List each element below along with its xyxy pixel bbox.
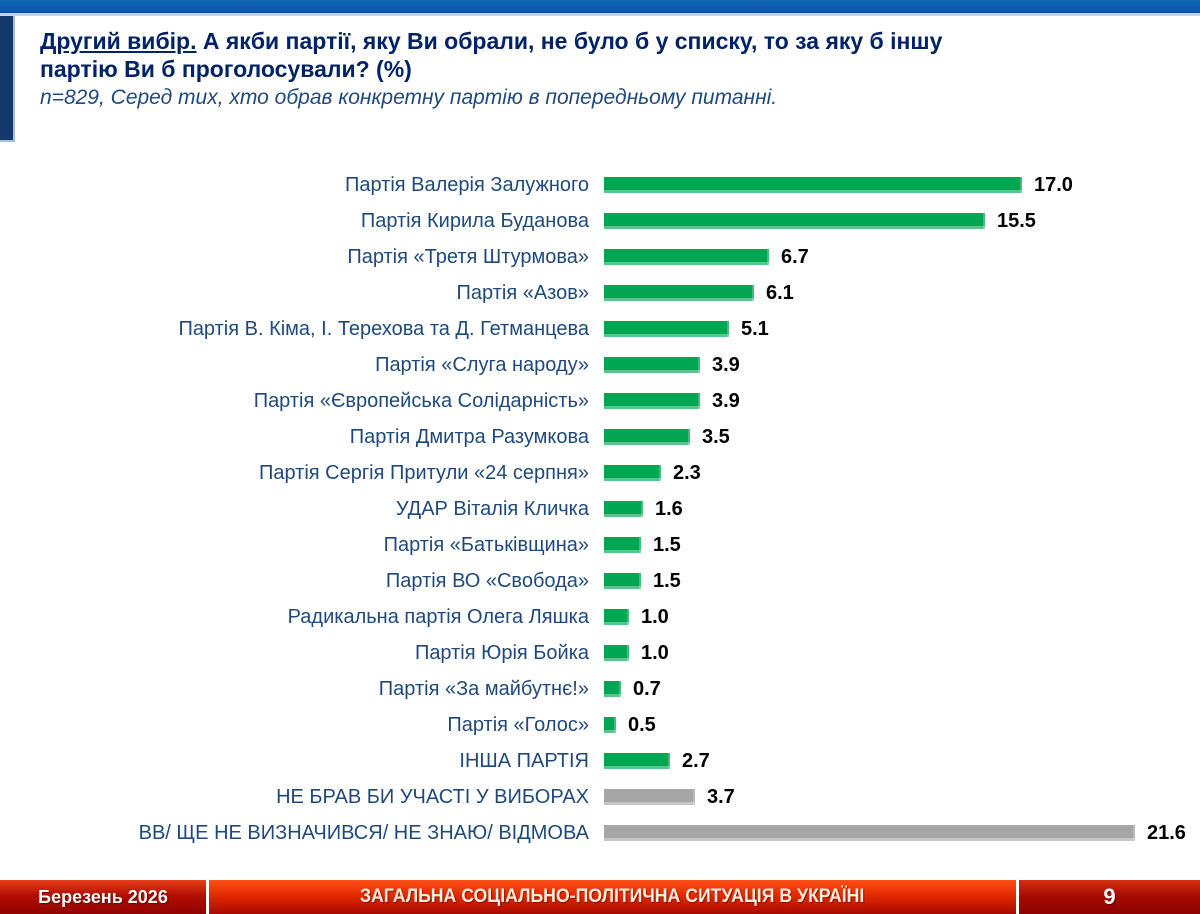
chart-row: Партія «Голос» 0.5	[0, 707, 1200, 743]
bar-chart: Партія Валерія Залужного 17.0 Партія Кирил…	[0, 167, 1200, 851]
bar	[604, 573, 641, 589]
chart-row: Партія «Третя Штурмова» 6.7	[0, 239, 1200, 275]
chart-row: Партія «Азов» 6.1	[0, 275, 1200, 311]
value-label: 3.5	[702, 425, 730, 448]
chart-row: ВВ/ ЩЕ НЕ ВИЗНАЧИВСЯ/ НЕ ЗНАЮ/ ВІДМОВА 21…	[0, 815, 1200, 851]
bar	[604, 357, 700, 373]
bar	[604, 429, 690, 445]
bar	[604, 753, 670, 769]
bar	[604, 249, 769, 265]
left-navy-accent	[0, 16, 15, 142]
category-label: Партія «Третя Штурмова»	[347, 245, 589, 268]
footer-section-title: ЗАГАЛЬНА СОЦІАЛЬНО-ПОЛІТИЧНА СИТУАЦІЯ В …	[209, 880, 1016, 914]
category-label: Радикальна партія Олега Ляшка	[287, 605, 589, 628]
chart-row: Партія «Слуга народу» 3.9	[0, 347, 1200, 383]
value-label: 17.0	[1034, 173, 1073, 196]
chart-row: Партія Дмитра Разумкова 3.5	[0, 419, 1200, 455]
category-label: Партія В. Кіма, І. Терехова та Д. Гетман…	[178, 317, 589, 340]
top-blue-band	[0, 0, 1200, 16]
category-label: Партія «Європейська Солідарність»	[253, 389, 589, 412]
value-label: 0.5	[628, 713, 656, 736]
chart-row: Радикальна партія Олега Ляшка 1.0	[0, 599, 1200, 635]
chart-row: Партія Юрія Бойка 1.0	[0, 635, 1200, 671]
category-label: Партія ВО «Свобода»	[385, 569, 589, 592]
category-label: УДАР Віталія Кличка	[395, 497, 589, 520]
chart-row: Партія ВО «Свобода» 1.5	[0, 563, 1200, 599]
value-label: 6.1	[766, 281, 794, 304]
bar	[604, 537, 641, 553]
category-label: Партія «Голос»	[447, 713, 589, 736]
category-label: Партія Сергія Притули «24 серпня»	[259, 461, 589, 484]
chart-row: Партія Сергія Притули «24 серпня» 2.3	[0, 455, 1200, 491]
value-label: 1.0	[641, 641, 669, 664]
category-label: Партія Валерія Залужного	[344, 173, 589, 196]
value-label: 1.5	[653, 533, 681, 556]
bar	[604, 393, 700, 409]
chart-row: УДАР Віталія Кличка 1.6	[0, 491, 1200, 527]
value-label: 2.3	[673, 461, 701, 484]
chart-row: Партія «Батьківщина» 1.5	[0, 527, 1200, 563]
chart-row: Партія «За майбутнє!» 0.7	[0, 671, 1200, 707]
category-label: Партія Дмитра Разумкова	[349, 425, 589, 448]
value-label: 1.0	[641, 605, 669, 628]
category-label: ІНША ПАРТІЯ	[459, 749, 589, 772]
value-label: 5.1	[741, 317, 769, 340]
footer-section-text: ЗАГАЛЬНА СОЦІАЛЬНО-ПОЛІТИЧНА СИТУАЦІЯ В …	[360, 886, 865, 907]
footer-bar: Березень 2026 ЗАГАЛЬНА СОЦІАЛЬНО-ПОЛІТИЧ…	[0, 880, 1200, 914]
title-rest: А якби партії, яку Ви обрали, не було б …	[202, 28, 943, 54]
footer-separator	[206, 880, 209, 914]
chart-row: Партія Кирила Буданова 15.5	[0, 203, 1200, 239]
bar	[604, 213, 985, 229]
chart-row: Партія «Європейська Солідарність» 3.9	[0, 383, 1200, 419]
slide-title-line1: Другий вибір. А якби партії, яку Ви обра…	[40, 27, 1150, 55]
value-label: 1.6	[655, 497, 683, 520]
value-label: 2.7	[682, 749, 710, 772]
slide-title-line2: партію Ви б проголосували? (%)	[40, 56, 412, 82]
chart-row: Партія Валерія Залужного 17.0	[0, 167, 1200, 203]
bar	[604, 501, 643, 517]
bar	[604, 789, 695, 805]
footer-page-number: 9	[1019, 880, 1200, 914]
bar	[604, 825, 1135, 841]
slide-subtitle: n=829, Серед тих, хто обрав конкретну па…	[40, 86, 778, 109]
category-label: Партія «Слуга народу»	[375, 353, 589, 376]
value-label: 3.9	[712, 389, 740, 412]
bar	[604, 177, 1022, 193]
chart-row: ІНША ПАРТІЯ 2.7	[0, 743, 1200, 779]
value-label: 0.7	[633, 677, 661, 700]
value-label: 15.5	[997, 209, 1036, 232]
category-label: Партія «За майбутнє!»	[378, 677, 589, 700]
footer-separator	[1016, 880, 1019, 914]
bar	[604, 717, 616, 733]
bar	[604, 321, 729, 337]
bar	[604, 681, 621, 697]
value-label: 6.7	[781, 245, 809, 268]
bar	[604, 285, 754, 301]
chart-row: Партія В. Кіма, І. Терехова та Д. Гетман…	[0, 311, 1200, 347]
footer-date: Березень 2026	[0, 880, 206, 914]
bar	[604, 465, 661, 481]
category-label: Партія «Азов»	[456, 281, 589, 304]
value-label: 1.5	[653, 569, 681, 592]
chart-row: НЕ БРАВ БИ УЧАСТІ У ВИБОРАХ 3.7	[0, 779, 1200, 815]
value-label: 3.9	[712, 353, 740, 376]
category-label: Партія Кирила Буданова	[360, 209, 589, 232]
slide-header: Другий вибір. А якби партії, яку Ви обра…	[40, 27, 1150, 112]
value-label: 3.7	[707, 785, 735, 808]
bar	[604, 645, 629, 661]
title-lead-underlined: Другий вибір.	[40, 28, 197, 54]
category-label: НЕ БРАВ БИ УЧАСТІ У ВИБОРАХ	[276, 785, 589, 808]
category-label: Партія Юрія Бойка	[414, 641, 589, 664]
category-label: ВВ/ ЩЕ НЕ ВИЗНАЧИВСЯ/ НЕ ЗНАЮ/ ВІДМОВА	[138, 821, 589, 844]
value-label: 21.6	[1147, 821, 1186, 844]
bar	[604, 609, 629, 625]
category-label: Партія «Батьківщина»	[383, 533, 589, 556]
